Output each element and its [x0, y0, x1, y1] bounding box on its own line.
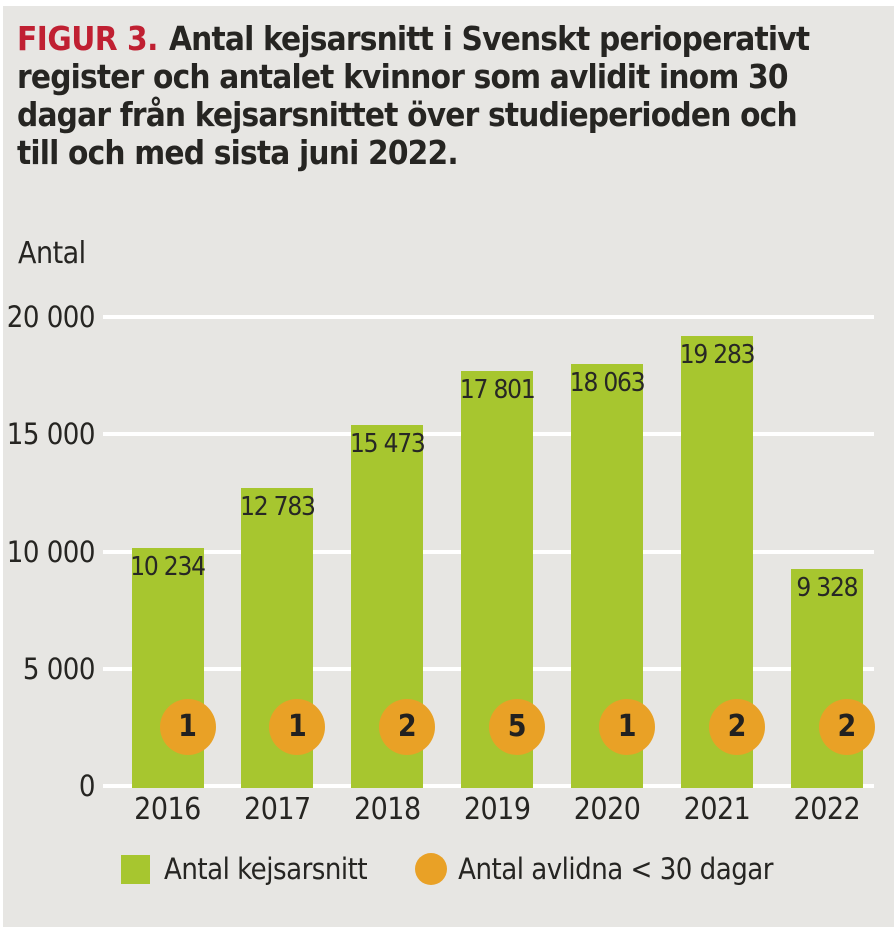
bar-value-label-2019: 17 801	[459, 374, 536, 405]
y-axis-title: Antal	[18, 236, 86, 271]
x-tick-label-2016: 2016	[134, 792, 201, 827]
legend-label-avlidna: Antal avlidna < 30 dagar	[458, 852, 773, 886]
y-tick-label-10000: 10 000	[6, 534, 96, 569]
death-count-badge-2021: 2	[709, 699, 765, 755]
death-count-badge-2022: 2	[818, 699, 875, 755]
green-square-swatch-icon	[120, 854, 150, 884]
gridline-20000	[103, 315, 874, 319]
x-tick-label-2017: 2017	[244, 792, 311, 827]
y-tick-label-0: 0	[78, 769, 96, 803]
figure-title: FIGUR 3. Antal kejsarsnitt i Svenskt peri…	[17, 20, 887, 172]
figure-title-line-1: FIGUR 3. Antal kejsarsnitt i Svenskt peri…	[17, 20, 887, 58]
x-tick-label-2022: 2022	[793, 792, 861, 827]
legend-label-kejsarsnitt: Antal kejsarsnitt	[163, 852, 368, 886]
death-count-badge-2016: 1	[159, 699, 216, 755]
bar-value-label-2021: 19 283	[679, 339, 756, 370]
figure-title-line-4: till och med sista juni 2022.	[17, 133, 459, 172]
legend-item-kejsarsnitt: Antal kejsarsnitt	[120, 852, 368, 886]
figure-title-text: Antal kejsarsnitt i Svenskt perioperativ…	[168, 19, 810, 58]
bar-value-label-2016: 10 234	[130, 552, 206, 582]
y-tick-label-5000: 5 000	[22, 651, 96, 686]
y-tick-label-15000: 15 000	[6, 417, 96, 452]
x-tick-label-2020: 2020	[573, 792, 641, 827]
x-tick-label-2018: 2018	[353, 792, 421, 827]
legend-item-avlidna: Antal avlidna < 30 dagar	[415, 852, 773, 886]
bar-value-label-2020: 18 063	[569, 368, 646, 399]
figure-number-label: FIGUR 3.	[17, 19, 158, 58]
death-count-badge-2018: 2	[379, 699, 436, 755]
bar-value-label-2018: 15 473	[349, 429, 426, 460]
chart-legend: Antal kejsarsnitt Antal avlidna < 30 dag…	[0, 852, 894, 886]
x-tick-label-2021: 2021	[683, 792, 751, 827]
y-tick-label-20000: 20 000	[6, 300, 96, 334]
orange-circle-swatch-icon	[415, 853, 448, 885]
figure-title-line-3: dagar från kejsarsnittet över studieperi…	[17, 95, 798, 134]
death-count-badge-2019: 5	[489, 699, 546, 755]
figure-title-line-2: register och antalet kvinnor som avlidit…	[17, 57, 789, 96]
bar-value-label-2022: 9 328	[796, 573, 858, 604]
death-count-badge-2020: 1	[599, 699, 656, 755]
death-count-badge-2017: 1	[269, 699, 326, 755]
bar-value-label-2017: 12 783	[240, 492, 316, 523]
x-tick-label-2019: 2019	[463, 792, 531, 827]
